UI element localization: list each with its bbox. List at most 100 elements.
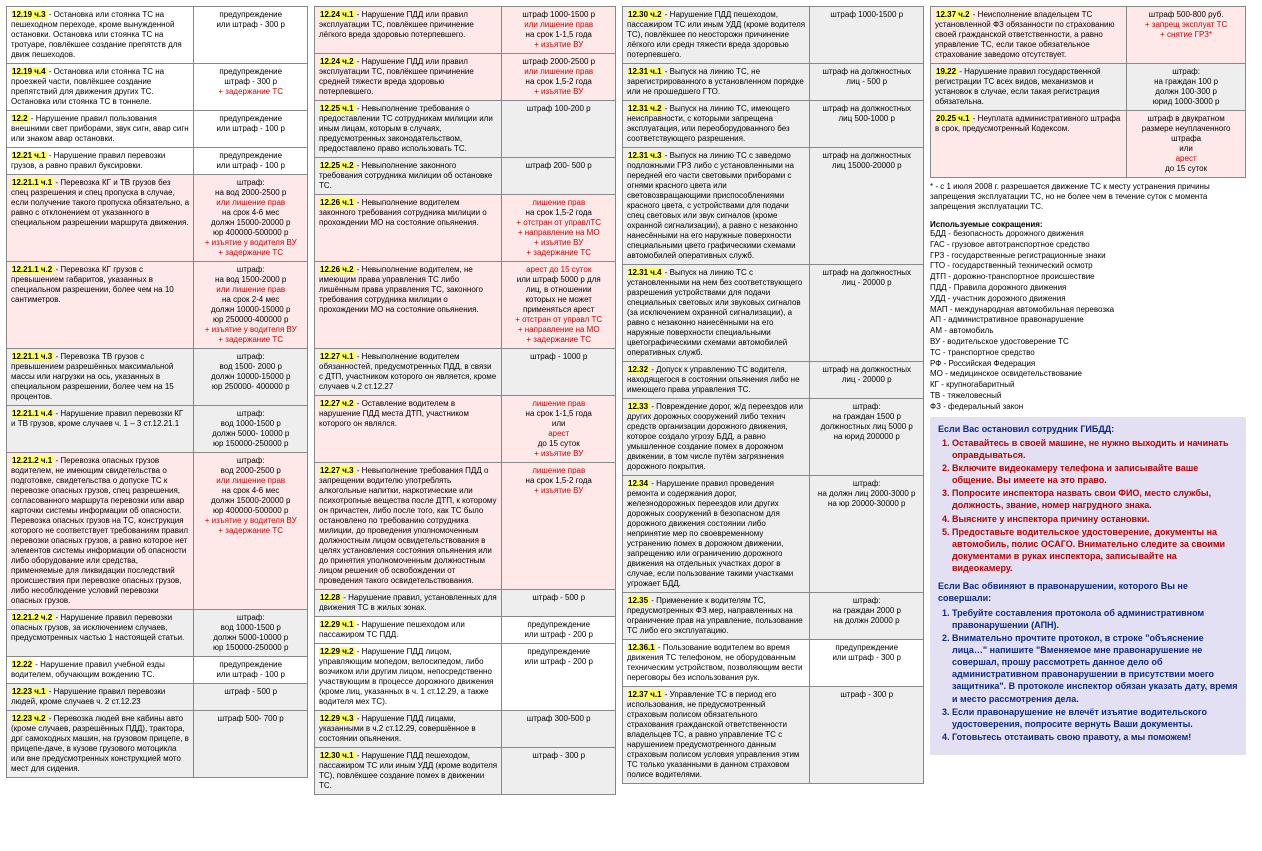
penalty-line: или штраф - 200 р — [506, 630, 611, 640]
panel-list-item: Включите видеокамеру телефона и записыва… — [952, 462, 1238, 486]
rule-row: 12.36.1 - Пользование водителем во время… — [623, 640, 924, 687]
penalty-line: на срок 1,5-2 года — [506, 476, 611, 486]
rule-code: 19.22 — [935, 67, 957, 76]
rule-code: 12.23 ч.2 — [11, 714, 47, 723]
advice-panel: Если Вас остановил сотрудник ГИБДД: Оста… — [930, 417, 1246, 756]
penalty-line: юр 400000-500000 р — [198, 506, 303, 516]
penalty-line: лишение прав — [506, 399, 611, 409]
rule-code: 12.34 — [627, 479, 649, 488]
rule-code: 12.31 ч.4 — [627, 268, 663, 277]
abbr-line: ДТП - дорожно-транспортное происшествие — [930, 272, 1246, 283]
rule-row: 12.26 ч.2 - Невыполнение водителем, не и… — [315, 262, 616, 349]
penalty-line: штраф 300-500 р — [506, 714, 611, 724]
rule-row: 12.25 ч.1 - Невыполнение требования о пр… — [315, 101, 616, 158]
rule-code: 12.19 ч.3 — [11, 10, 47, 19]
panel-list-item: Выясните у инспектора причину остановки. — [952, 513, 1238, 525]
penalty-line: штраф: — [198, 178, 303, 188]
rule-row: 12.30 ч.2 - Нарушение ПДД пешеходом, пас… — [623, 7, 924, 64]
panel-list-item: Требуйте составления протокола об админи… — [952, 607, 1238, 631]
penalty-line: вод 2000-2500 р — [198, 466, 303, 476]
rule-code: 12.31 ч.3 — [627, 151, 663, 160]
penalty-line: вод 1000-1500 р — [198, 623, 303, 633]
rule-code: 12.27 ч.2 — [319, 399, 355, 408]
penalty-line: + изъятие ВУ — [506, 449, 611, 459]
penalty-line: или штраф - 300 р — [814, 653, 919, 663]
penalty-line: штраф - 500 р — [198, 687, 303, 697]
penalty-line: + задержание ТС — [506, 248, 611, 258]
rule-code: 12.29 ч.3 — [319, 714, 355, 723]
rule-row: 20.25 ч.1 - Неуплата административного ш… — [931, 111, 1246, 178]
penalty-line: штраф - 1000 р — [506, 352, 611, 362]
penalty-line: предупреждение — [814, 643, 919, 653]
penalty-line: применяться арест — [506, 305, 611, 315]
abbr-line: ГАС - грузовое автотранспортное средство — [930, 240, 1246, 251]
abbr-line: УДД - участник дорожного движения — [930, 294, 1246, 305]
abbr-line: ТВ - тяжеловесный — [930, 391, 1246, 402]
rule-code: 12.33 — [627, 402, 649, 411]
penalty-line: предупреждение — [198, 660, 303, 670]
abbr-line: ТС - транспортное средство — [930, 348, 1246, 359]
page-root: 12.19 ч.3 - Остановка или стоянка ТС на … — [0, 0, 1262, 801]
penalty-line: + направление на МО — [506, 325, 611, 335]
rule-code: 12.29 ч.2 — [319, 647, 355, 656]
penalty-line: штраф 200- 500 р — [506, 161, 611, 171]
penalty-line: штраф на должностных — [814, 104, 919, 114]
penalty-line: штраф 100-200 р — [506, 104, 611, 114]
penalty-line: или лишение прав — [506, 67, 611, 77]
penalty-line: штраф - 500 р — [506, 593, 611, 603]
penalty-line: штраф 500- 700 р — [198, 714, 303, 724]
column-3: 12.30 ч.2 - Нарушение ПДД пешеходом, пас… — [622, 6, 924, 784]
abbr-line: ГТО - государственный технический осмотр — [930, 261, 1246, 272]
penalty-line: лиц 15000-20000 р — [814, 161, 919, 171]
panel-list-item: Если правонарушение не влечёт изъятие во… — [952, 706, 1238, 730]
penalty-line: до 15 суток — [1131, 164, 1241, 174]
penalty-line: лишение прав — [506, 466, 611, 476]
rule-row: 12.37 ч.2 - Неисполнение владельцем ТС у… — [931, 7, 1246, 64]
column-2: 12.24 ч.1 - Нарушение ПДД или правил экс… — [314, 6, 616, 795]
penalty-line: + изъятие ВУ — [506, 87, 611, 97]
penalty-line: юрид 1000-3000 р — [1131, 97, 1241, 107]
panel-list-item: Внимательно прочтите протокол, в строке … — [952, 632, 1238, 705]
rule-code: 12.25 ч.2 — [319, 161, 355, 170]
penalty-line: должн 5000-10000 р — [198, 633, 303, 643]
rule-code: 12.23 ч.1 — [11, 687, 47, 696]
penalty-line: штраф на должностных — [814, 268, 919, 278]
penalty-line: на граждан 1500 р — [814, 412, 919, 422]
abbr-list: БДД - безопасность дорожного движенияГАС… — [930, 229, 1246, 413]
rule-row: 12.22 - Нарушение правил учебной езды во… — [7, 657, 308, 684]
penalty-line: штраф в двукратном — [1131, 114, 1241, 124]
penalty-line: + отстран от управлТС — [506, 218, 611, 228]
penalty-line: юр 400000-500000 р — [198, 228, 303, 238]
penalty-line: на срок 2-4 мес — [198, 295, 303, 305]
rule-code: 12.21.1 ч.2 — [11, 265, 53, 274]
rule-code: 12.30 ч.2 — [627, 10, 663, 19]
penalty-line: штраф: — [198, 265, 303, 275]
penalty-line: арест до 15 суток — [506, 265, 611, 275]
penalty-line: на граждан 100 р — [1131, 77, 1241, 87]
rule-row: 12.34 - Нарушение правил проведения ремо… — [623, 476, 924, 593]
rule-code: 12.25 ч.1 — [319, 104, 355, 113]
rule-code: 12.31 ч.1 — [627, 67, 663, 76]
penalty-line: лиц 500-1000 р — [814, 114, 919, 124]
penalty-line: на срок 1-1,5 года — [506, 409, 611, 419]
penalty-line: или лишение прав — [198, 285, 303, 295]
penalty-line: или штраф - 100 р — [198, 124, 303, 134]
rule-code: 12.19 ч.4 — [11, 67, 47, 76]
penalty-line: лиц - 20000 р — [814, 375, 919, 385]
rule-code: 12.21.2 ч.1 — [11, 456, 53, 465]
penalty-line: до 15 суток — [506, 439, 611, 449]
panel-list-item: Предоставьте водительское удостоверение,… — [952, 526, 1238, 575]
penalty-line: штраф: — [814, 479, 919, 489]
rule-row: 12.30 ч.1 - Нарушение ПДД пешеходом, пас… — [315, 748, 616, 795]
rule-row: 12.29 ч.1 - Нарушение пешеходом или пасс… — [315, 617, 616, 644]
penalty-line: должн 10000-15000 р — [198, 372, 303, 382]
rule-row: 12.19 ч.3 - Остановка или стоянка ТС на … — [7, 7, 308, 64]
abbr-line: ГРЗ - государственные регистрационные зн… — [930, 251, 1246, 262]
penalty-line: предупреждение — [506, 620, 611, 630]
penalty-line: + отстран от управл ТС — [506, 315, 611, 325]
penalty-line: должн 15000-20000 р — [198, 496, 303, 506]
rule-row: 12.31 ч.2 - Выпуск на линию ТС, имеющего… — [623, 101, 924, 148]
rule-row: 12.21.1 ч.2 - Перевозка КГ грузов с прев… — [7, 262, 308, 349]
column-4: 12.37 ч.2 - Неисполнение владельцем ТС у… — [930, 6, 1246, 755]
rule-code: 12.28 — [319, 593, 341, 602]
